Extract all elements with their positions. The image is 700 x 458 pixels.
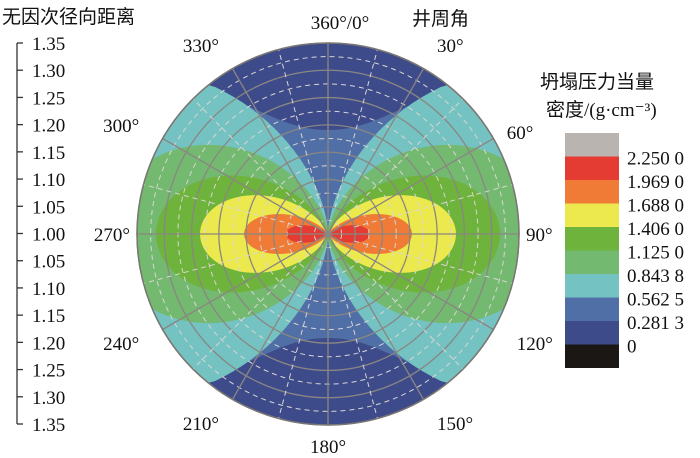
grid-spoke xyxy=(327,68,425,235)
grid-spoke xyxy=(327,233,425,400)
grid-spoke-minor xyxy=(278,260,322,419)
polar-area: 360°/0° 30° 60° 90° 120° 150° 180° 210° 240° 270°… xyxy=(94,13,553,458)
colorbar-swatch xyxy=(565,250,619,274)
radial-tick-label: 1.25 xyxy=(32,88,65,109)
colorbar-swatch xyxy=(565,297,619,321)
angular-tick-label: 30° xyxy=(437,36,464,57)
radial-tick-label: 1.35 xyxy=(32,34,65,55)
grid-spoke xyxy=(162,233,329,331)
colorbar-swatch xyxy=(565,321,619,345)
radial-tick-label: 1.30 xyxy=(32,61,65,82)
colorbar-swatch xyxy=(565,274,619,298)
grid-spoke-minor xyxy=(346,98,464,216)
angular-tick-label: 90° xyxy=(526,225,553,246)
radial-tick-label: 1.15 xyxy=(32,306,65,327)
colorbar-level-label: 2.250 0 xyxy=(627,149,684,170)
grid-spoke-minor xyxy=(143,240,302,284)
radial-tick-label: 1.15 xyxy=(32,143,65,164)
grid-spoke-minor xyxy=(278,49,322,208)
grid-spoke-minor xyxy=(143,184,302,228)
radial-axis-title: 无因次径向距离 xyxy=(2,6,135,28)
grid-spoke-minor xyxy=(192,252,310,370)
radial-tick-label: 1.10 xyxy=(32,279,65,300)
grid-spoke xyxy=(327,137,494,235)
grid-spoke xyxy=(327,233,494,331)
colorbar-swatch xyxy=(565,156,619,180)
grid-spoke xyxy=(231,233,329,400)
angular-tick-label: 300° xyxy=(103,116,139,137)
grid-spoke-minor xyxy=(354,184,513,228)
angular-tick-label: 360°/0° xyxy=(311,13,369,34)
radial-axis: 1.35 1.30 1.25 1.20 1.15 1.10 1.05 1.00 1.05 1.10… xyxy=(16,34,65,436)
radial-tick-label: 1.25 xyxy=(32,361,65,382)
angular-tick-label: 120° xyxy=(517,334,553,355)
grid-spoke-minor xyxy=(334,49,378,208)
colorbar-level-label: 1.125 0 xyxy=(627,243,684,264)
colorbar-swatch xyxy=(565,203,619,227)
radial-tick-label: 1.05 xyxy=(32,197,65,218)
angular-tick-label: 60° xyxy=(507,123,534,144)
radial-tick-label: 1.30 xyxy=(32,388,65,409)
colorbar-swatch xyxy=(565,180,619,204)
angular-tick-label: 180° xyxy=(310,437,346,458)
colorbar-level-label: 0.562 5 xyxy=(627,290,684,311)
angular-tick-label: 210° xyxy=(183,414,219,435)
colorbar: 2.250 01.969 0 1.688 01.406 0 1.125 00.843… xyxy=(565,133,684,368)
center-point xyxy=(325,231,331,237)
angular-axis-title: 井周角 xyxy=(412,8,469,30)
colorbar-swatch xyxy=(565,133,619,157)
grid-spoke-minor xyxy=(334,260,378,419)
colorbar-level-label: 1.406 0 xyxy=(627,219,684,240)
radial-tick-label: 1.05 xyxy=(32,252,65,273)
grid-spoke-minor xyxy=(346,252,464,370)
plot-boundary xyxy=(136,42,520,426)
radial-tick-label: 1.20 xyxy=(32,333,65,354)
colorbar-title-line2: 密度/(g·cm⁻³) xyxy=(546,99,657,121)
grid-spoke xyxy=(162,137,329,235)
colorbar-level-label: 0.281 3 xyxy=(627,313,684,334)
angular-tick-label: 150° xyxy=(437,414,473,435)
radial-tick-label: 1.00 xyxy=(32,225,65,246)
colorbar-level-label: 0 xyxy=(627,337,637,358)
angular-tick-label: 270° xyxy=(94,225,130,246)
radial-tick-label: 1.10 xyxy=(32,170,65,191)
radial-tick-label: 1.35 xyxy=(32,415,65,436)
grid-spoke-minor xyxy=(192,98,310,216)
colorbar-level-label: 1.969 0 xyxy=(627,172,684,193)
grid-spoke xyxy=(231,68,329,235)
colorbar-swatch xyxy=(565,227,619,251)
angular-tick-label: 240° xyxy=(103,334,139,355)
colorbar-level-label: 1.688 0 xyxy=(627,196,684,217)
colorbar-level-label: 0.843 8 xyxy=(627,266,684,287)
radial-tick-label: 1.20 xyxy=(32,116,65,137)
angular-tick-label: 330° xyxy=(183,36,219,57)
colorbar-title-line1: 坍塌压力当量 xyxy=(540,71,654,93)
grid-spoke-minor xyxy=(354,240,513,284)
colorbar-swatch xyxy=(565,344,619,368)
